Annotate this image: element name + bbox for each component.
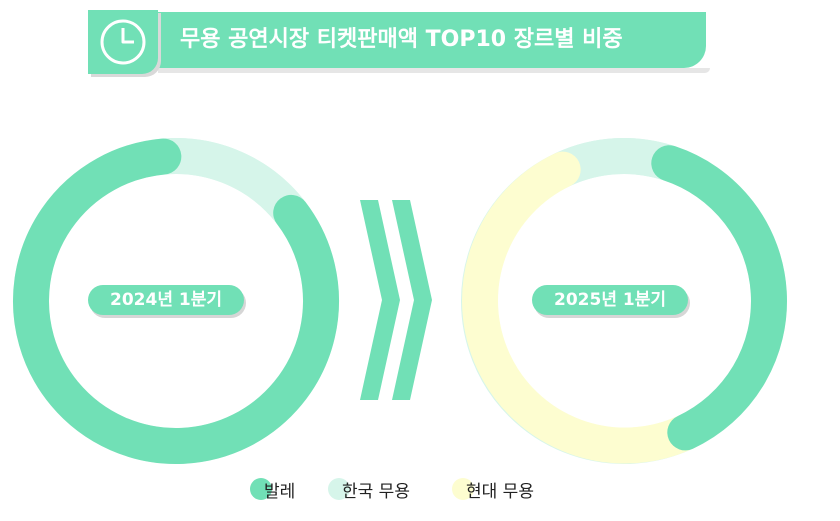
legend-label-korean-dance: 한국 무용 [342, 482, 410, 502]
legend-swatch-korean-dance [328, 478, 350, 500]
donut-slice-korean-dance [145, 138, 310, 231]
donut-slice-ballet [13, 138, 339, 464]
legend-label-modern-dance: 현대 무용 [466, 482, 534, 502]
chart-title: 무용 공연시장 티켓판매액 TOP10 장르별 비중 [180, 27, 623, 52]
donut-chart-2025 [461, 138, 787, 464]
legend: 발레 한국 무용 현대 무용 [0, 476, 840, 504]
legend-swatch-ballet [250, 478, 272, 500]
donut-slice-modern-dance [462, 151, 704, 464]
center-label-2025: 2025년 1분기 [532, 285, 688, 315]
donut-slice-ballet [651, 145, 787, 451]
center-label-2024: 2024년 1분기 [88, 285, 244, 315]
title-bar [88, 12, 710, 73]
legend-label-ballet: 발레 [264, 482, 296, 502]
double-chevron-right-icon [360, 200, 432, 400]
donut-chart-2024 [13, 138, 339, 464]
legend-swatch-modern-dance [452, 478, 474, 500]
chart-area [13, 138, 787, 464]
title-icon-box [88, 10, 158, 74]
clock-icon [100, 19, 146, 65]
